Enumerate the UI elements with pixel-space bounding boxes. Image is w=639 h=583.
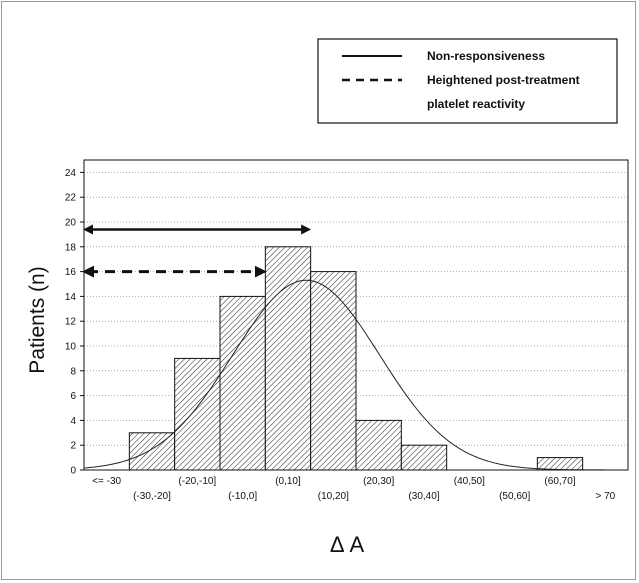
legend-box [317,38,618,124]
plot-border [83,159,629,471]
x-tick-label: (30,40] [408,491,439,502]
x-tick-label: (-10,0] [228,491,257,502]
x-tick-label: (20,30] [363,476,394,487]
y-tick-label: 4 [70,416,76,427]
y-tick-label: 6 [70,391,76,402]
x-tick-label: (-30,-20] [133,491,171,502]
y-tick-label: 14 [65,292,77,303]
y-tick-label: 10 [65,342,77,353]
bars [128,246,584,471]
legend-label-non-responsiveness: Non-responsiveness [427,49,545,63]
arrows [82,224,312,278]
bar [400,444,448,471]
y-tick-label: 16 [65,267,77,278]
x-tick-label: <= -30 [92,476,121,487]
y-tick-label: 8 [70,366,76,377]
x-tick-label: (50,60] [499,491,530,502]
y-axis-label: Patients (n) [26,266,49,373]
x-tick-label: > 70 [595,491,615,502]
bar [355,419,402,471]
x-axis-ticks: <= -30 (-30,-20] (-20,-10] (-10,0] (0,10] (10… [92,476,615,502]
x-tick-label: (-20,-10] [178,476,216,487]
legend-label-platelet-reactivity: platelet reactivity [427,97,525,111]
bar [174,357,221,471]
y-tick-label: 0 [70,466,76,477]
bar [536,457,584,471]
bar [310,271,357,471]
y-tick-label: 24 [65,168,77,179]
legend: Non-responsiveness Heightened post-treat… [317,38,618,124]
y-tick-label: 2 [70,441,76,452]
normal-fit-curve [83,279,628,471]
x-tick-label: (40,50] [454,476,485,487]
bar [219,295,266,471]
x-axis-label: Δ A [330,532,365,557]
bar [128,432,176,471]
x-tick-label: (60,70] [544,476,575,487]
x-tick-label: (10,20] [318,491,349,502]
x-tick-label: (0,10] [275,476,301,487]
y-tick-label: 12 [65,317,77,328]
y-tick-label: 20 [65,218,77,229]
grid-lines [84,171,628,446]
y-tick-label: 18 [65,242,77,253]
bar [264,246,312,471]
y-tick-label: 22 [65,193,77,204]
legend-label-heightened: Heightened post-treatment [427,73,580,87]
